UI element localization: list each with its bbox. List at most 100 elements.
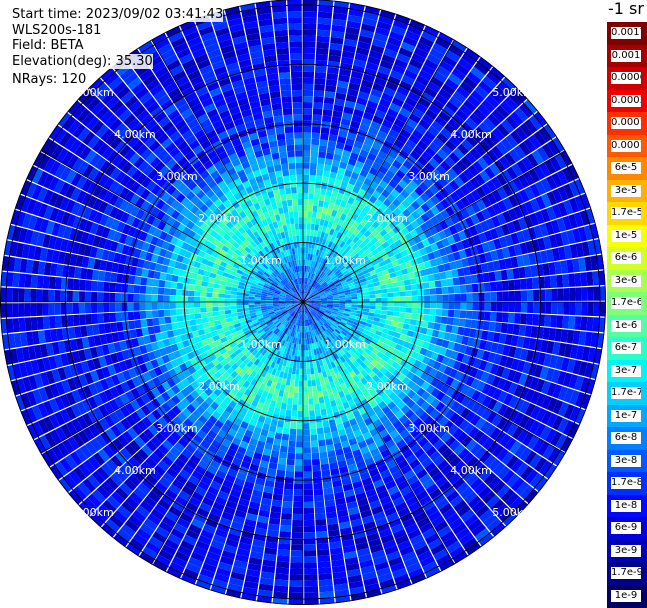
radar-gate xyxy=(164,281,171,288)
radar-gate xyxy=(557,302,563,315)
radar-gate xyxy=(294,217,298,223)
radar-gate xyxy=(313,114,322,121)
radar-gate xyxy=(313,206,318,213)
radar-gate xyxy=(483,321,490,331)
radar-gate xyxy=(304,502,314,508)
radar-gate xyxy=(36,289,42,302)
radar-gate xyxy=(394,302,400,307)
radar-gate xyxy=(231,291,237,295)
radar-gate xyxy=(219,289,226,294)
radar-gate xyxy=(13,273,20,287)
radar-gate xyxy=(312,127,321,134)
radar-gate xyxy=(318,151,326,158)
radar-gate xyxy=(170,316,177,323)
radar-gate xyxy=(303,181,309,187)
radar-gate xyxy=(274,115,284,122)
radar-gate xyxy=(274,482,284,489)
radar-gate xyxy=(255,302,261,304)
radar-gate xyxy=(304,459,312,465)
radar-gate xyxy=(195,280,202,286)
radar-gate xyxy=(291,374,295,380)
radar-gate xyxy=(194,297,200,302)
radar-gate xyxy=(303,350,306,356)
radar-gate xyxy=(317,163,324,170)
radar-gate xyxy=(303,138,311,144)
radar-gate xyxy=(303,5,317,11)
radar-gate xyxy=(73,291,79,302)
radar-gate xyxy=(294,484,303,490)
radar-gate xyxy=(321,464,330,471)
radar-gate xyxy=(318,200,324,207)
radar-gate xyxy=(275,170,282,177)
radar-gate xyxy=(326,189,333,196)
radar-gate xyxy=(303,72,314,78)
radar-gate xyxy=(18,288,24,302)
radar-gate xyxy=(314,78,325,85)
radar-gate xyxy=(313,200,319,207)
radar-gate xyxy=(304,484,313,490)
radar-gate xyxy=(145,294,151,302)
radar-gate xyxy=(274,407,281,414)
radar-gate xyxy=(324,195,330,202)
radar-gate xyxy=(289,435,296,442)
radar-gate xyxy=(303,199,308,205)
radar-gate xyxy=(412,302,418,308)
radar-gate xyxy=(30,303,36,316)
radar-gate xyxy=(299,387,303,393)
radar-gate xyxy=(280,194,286,201)
radar-gate xyxy=(200,302,206,307)
radar-gate xyxy=(351,305,357,308)
radar-gate xyxy=(292,532,303,538)
radar-gate xyxy=(79,314,86,325)
radar-gate xyxy=(308,193,314,199)
radar-gate xyxy=(295,453,303,459)
radar-gate xyxy=(277,396,283,403)
radar-gate xyxy=(273,18,287,25)
radar-gate xyxy=(200,292,206,297)
radar-gate xyxy=(324,494,334,501)
radar-gate xyxy=(280,446,288,453)
radar-gate xyxy=(176,315,183,322)
radar-gate xyxy=(152,295,158,302)
radar-gate xyxy=(386,315,393,320)
radar-gate xyxy=(296,163,303,169)
radar-gate xyxy=(317,549,330,556)
radar-gate xyxy=(73,315,80,326)
radar-gate xyxy=(230,295,236,299)
radar-gate xyxy=(313,96,323,103)
radar-gate xyxy=(430,302,436,308)
radar-gate xyxy=(310,417,316,423)
radar-gate xyxy=(97,303,103,313)
radar-gate xyxy=(296,441,303,447)
radar-gate xyxy=(275,195,281,202)
radar-gate xyxy=(319,452,327,459)
radar-gate xyxy=(37,275,44,288)
radar-gate xyxy=(291,417,297,423)
radar-gate xyxy=(140,286,147,294)
radar-gate xyxy=(188,290,194,296)
radar-gate xyxy=(448,302,454,309)
radar-gate xyxy=(134,285,141,293)
radar-gate xyxy=(303,108,312,114)
radar-gate xyxy=(491,302,497,311)
radar-gate xyxy=(24,289,30,302)
radar-gate xyxy=(277,464,286,471)
radar-gate xyxy=(303,387,307,393)
radar-gate xyxy=(304,490,313,496)
radar-gate xyxy=(297,429,303,435)
radar-gate xyxy=(313,108,323,115)
radar-gate xyxy=(133,294,139,302)
radar-gate xyxy=(323,201,329,208)
radar-gate xyxy=(304,586,318,592)
radar-gate xyxy=(224,302,230,306)
radar-gate xyxy=(454,310,461,318)
radar-gate xyxy=(98,271,105,281)
radar-gate xyxy=(447,317,454,325)
radar-gate xyxy=(303,84,314,90)
radar-gate xyxy=(303,163,310,169)
radar-gate xyxy=(310,163,317,170)
radar-gate xyxy=(387,306,393,311)
radar-gate xyxy=(291,78,302,84)
radar-gate xyxy=(202,323,209,329)
radar-gate xyxy=(286,404,292,411)
